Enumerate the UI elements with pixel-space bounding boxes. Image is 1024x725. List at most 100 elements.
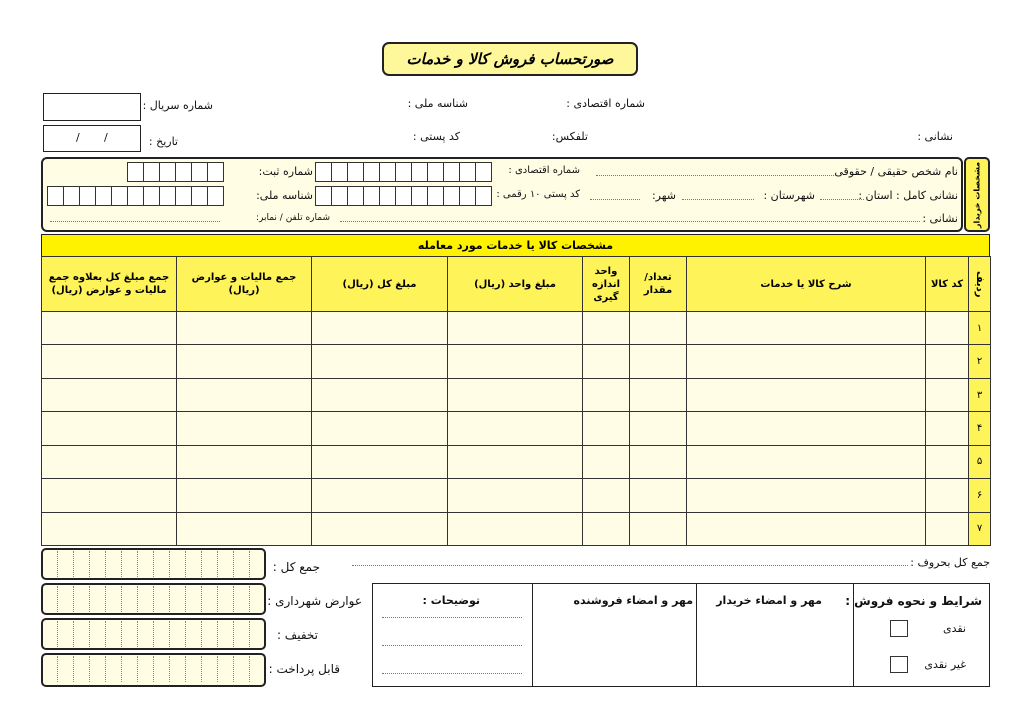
vertical-label: مشخصات خریدار <box>972 161 982 228</box>
table-cell <box>925 511 969 546</box>
dotted-line <box>50 221 220 222</box>
dotted-divider <box>57 586 58 612</box>
column-header: جمع مالیات و عوارض (ریال) <box>176 256 312 312</box>
dotted-divider <box>105 656 106 682</box>
dotted-divider <box>153 586 154 612</box>
table-cell <box>582 478 630 513</box>
digit-box <box>331 186 348 206</box>
dotted-divider <box>233 551 234 577</box>
table-cell <box>311 444 448 480</box>
dotted-divider <box>249 656 250 682</box>
table-cell <box>686 411 926 446</box>
digit-box <box>63 186 80 206</box>
table-cell <box>447 344 583 379</box>
digit-box <box>347 186 364 206</box>
dotted-divider <box>201 656 202 682</box>
digit-box <box>347 162 364 182</box>
label: نشانی : <box>917 130 953 143</box>
table-cell <box>582 377 630 413</box>
digit-box <box>443 186 460 206</box>
dotted-line <box>596 175 836 176</box>
dotted-divider <box>57 656 58 682</box>
dotted-line <box>382 645 522 646</box>
row-number: ۴ <box>968 411 991 446</box>
table-cell <box>176 344 312 379</box>
dotted-divider <box>137 586 138 612</box>
digit-box <box>379 162 396 182</box>
table-cell <box>629 511 687 546</box>
digit-box <box>191 162 208 182</box>
label: نشانی : <box>922 212 958 225</box>
table-cell <box>176 511 312 546</box>
table-cell <box>41 411 177 446</box>
digit-box <box>363 162 380 182</box>
dotted-divider <box>57 551 58 577</box>
table-cell <box>311 344 448 379</box>
dotted-divider <box>249 551 250 577</box>
table-cell <box>41 478 177 513</box>
label: نام شخص حقیقی / حقوقی <box>834 165 958 178</box>
dotted-divider <box>233 656 234 682</box>
row-number: ۱ <box>968 311 991 346</box>
table-cell <box>176 444 312 480</box>
table-cell <box>41 444 177 480</box>
table-cell <box>447 411 583 446</box>
dotted-divider <box>169 656 170 682</box>
dotted-divider <box>89 621 90 647</box>
table-cell <box>925 344 969 379</box>
dotted-divider <box>169 551 170 577</box>
table-cell <box>41 311 177 346</box>
slash: / <box>104 131 108 144</box>
table-cell <box>447 444 583 480</box>
digit-box <box>143 186 160 206</box>
label: شماره اقتصادی : <box>566 97 645 110</box>
dotted-line <box>590 199 640 200</box>
dotted-divider <box>153 551 154 577</box>
row-number: ۷ <box>968 511 991 546</box>
table-cell <box>176 377 312 413</box>
table-cell <box>629 344 687 379</box>
dotted-divider <box>89 656 90 682</box>
dotted-divider <box>201 551 202 577</box>
dotted-line <box>352 565 908 566</box>
dotted-divider <box>153 656 154 682</box>
dotted-divider <box>73 621 74 647</box>
label: شماره اقتصادی : <box>508 165 580 176</box>
section-bar: مشخصات کالا یا خدمات مورد معامله <box>41 234 990 257</box>
digit-box <box>207 186 224 206</box>
checkbox[interactable] <box>890 620 908 637</box>
dotted-divider <box>233 586 234 612</box>
table-cell <box>686 311 926 346</box>
footer-box <box>372 583 990 687</box>
dotted-divider <box>73 551 74 577</box>
dotted-divider <box>217 586 218 612</box>
dotted-divider <box>105 586 106 612</box>
table-cell <box>311 478 448 513</box>
digit-box <box>207 162 224 182</box>
dotted-divider <box>249 621 250 647</box>
table-cell <box>686 377 926 413</box>
table-cell <box>447 311 583 346</box>
dotted-divider <box>73 586 74 612</box>
dotted-line <box>382 617 522 618</box>
digit-box <box>143 162 160 182</box>
row-number: ۳ <box>968 377 991 413</box>
dotted-divider <box>137 656 138 682</box>
dotted-divider <box>249 586 250 612</box>
column-header: مبلغ واحد (ریال) <box>447 256 583 312</box>
dotted-divider <box>201 621 202 647</box>
table-cell <box>176 478 312 513</box>
dotted-divider <box>217 621 218 647</box>
dotted-divider <box>121 621 122 647</box>
label: تاریخ : <box>148 135 178 148</box>
label: نشانی کامل : استان : <box>858 189 958 202</box>
table-cell <box>925 478 969 513</box>
dotted-divider <box>217 656 218 682</box>
checkbox[interactable] <box>890 656 908 673</box>
table-cell <box>311 411 448 446</box>
label: شماره ثبت: <box>258 165 313 178</box>
table-cell <box>925 311 969 346</box>
